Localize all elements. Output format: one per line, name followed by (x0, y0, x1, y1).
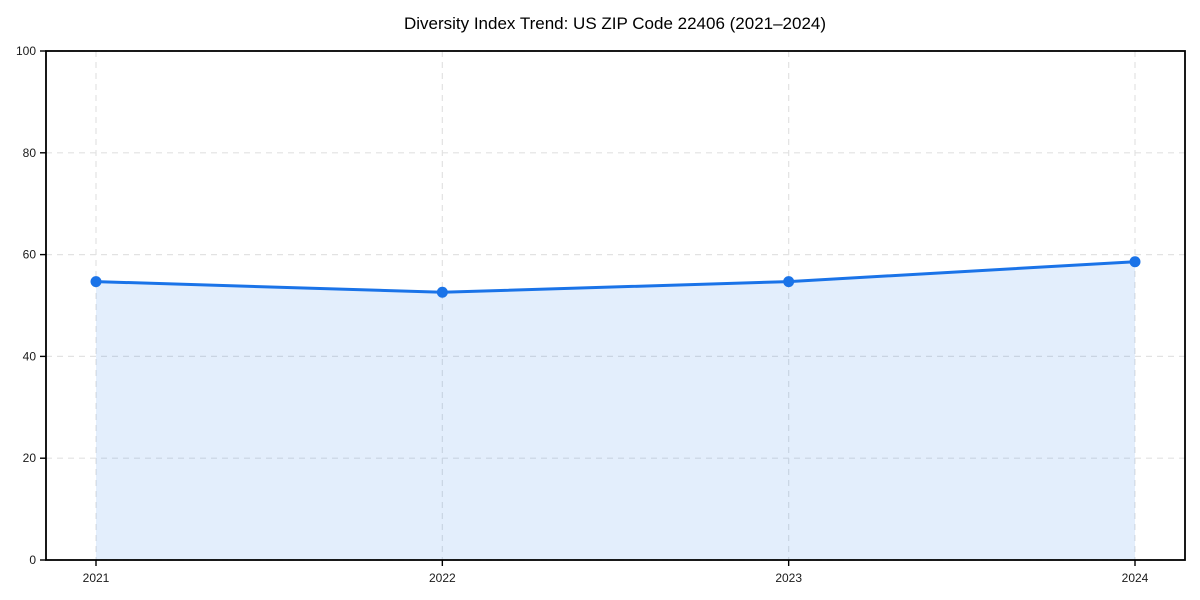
axes-box (45, 50, 1186, 561)
area-under-line (96, 261, 1135, 560)
data-points (90, 256, 1141, 298)
chart-title: Diversity Index Trend: US ZIP Code 22406… (404, 14, 826, 33)
x-tick-label: 2024 (1122, 571, 1149, 585)
y-tick-label: 40 (23, 349, 37, 363)
y-tick-label: 0 (29, 553, 36, 567)
y-tick-label: 80 (23, 146, 37, 160)
y-tick-label: 100 (16, 44, 36, 58)
trend-polyline (94, 260, 1137, 294)
y-tick-label: 60 (23, 248, 37, 262)
x-tick-label: 2022 (429, 571, 456, 585)
data-point-marker (1129, 256, 1141, 268)
plot-spines (45, 50, 1186, 561)
x-tick-label: 2021 (83, 571, 110, 585)
trend-line (94, 260, 1137, 294)
area-fill (96, 261, 1135, 560)
axis-ticks-and-labels: 0 20 40 60 80 100 2021 2022 2023 2024 (16, 44, 1149, 585)
y-tick-label: 20 (23, 451, 37, 465)
x-tick-label: 2023 (775, 571, 802, 585)
data-point-marker (90, 276, 102, 288)
data-point-marker (783, 276, 795, 288)
data-point-marker (436, 286, 448, 298)
